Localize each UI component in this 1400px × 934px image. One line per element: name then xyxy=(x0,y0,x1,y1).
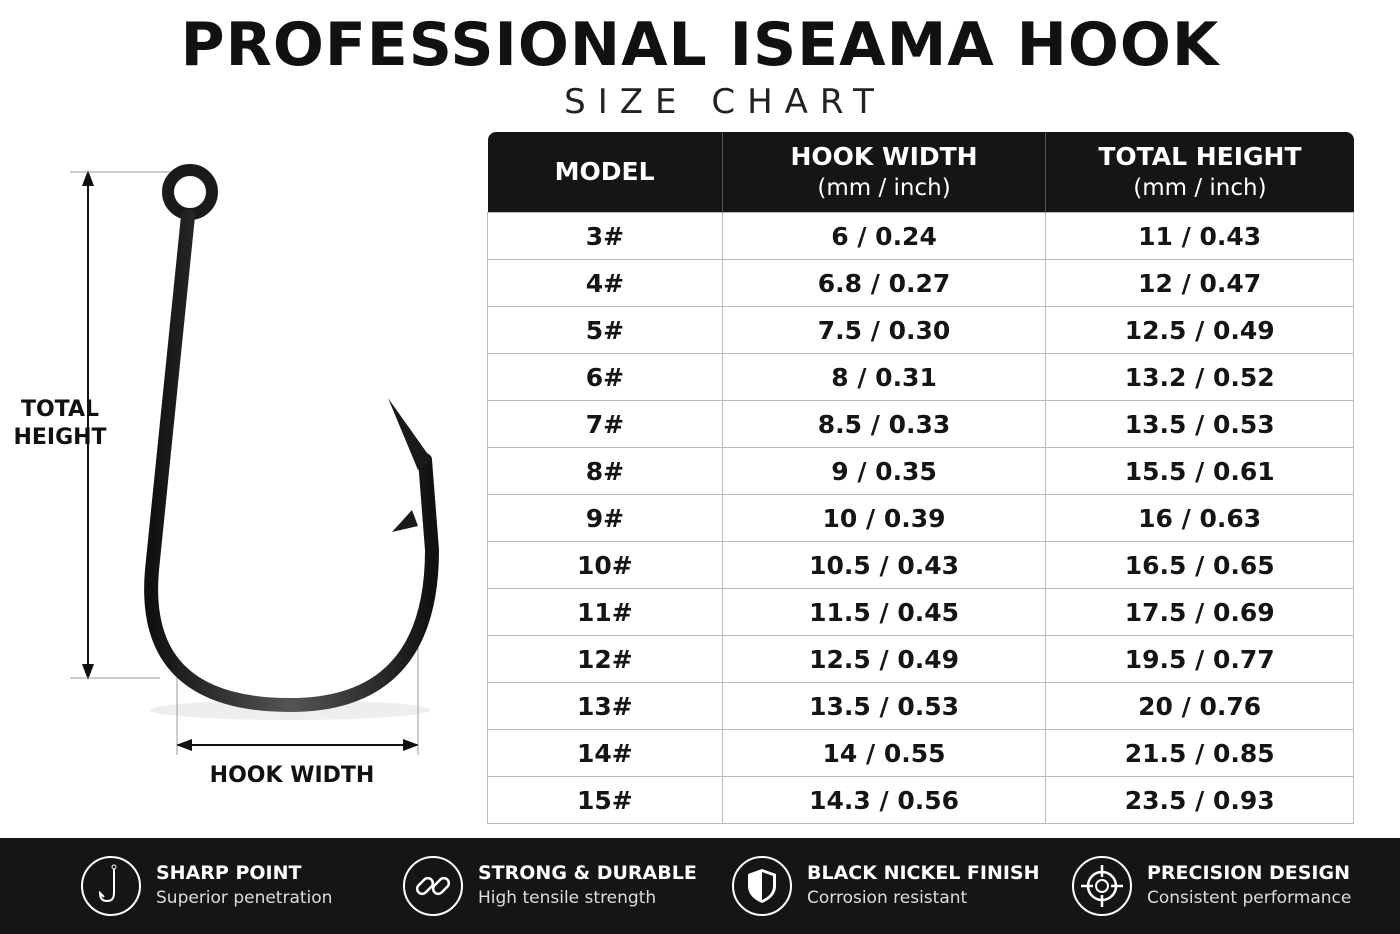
feature-text: Consistent performance xyxy=(1147,888,1352,908)
table-cell: 12 / 0.47 xyxy=(1045,259,1354,307)
header-text: HOOK WIDTH xyxy=(790,141,978,171)
label-line: HEIGHT xyxy=(13,425,107,450)
header-text: MODEL xyxy=(554,157,655,186)
table-row: 7# 8.5 / 0.33 13.5 / 0.53 xyxy=(487,400,1354,448)
column-header: HOOK WIDTH (mm / inch) xyxy=(722,132,1047,213)
table-row: 11# 11.5 / 0.45 17.5 / 0.69 xyxy=(487,588,1354,636)
icon xyxy=(1072,856,1132,916)
table-cell: 8.5 / 0.33 xyxy=(721,400,1047,448)
footer: SHARP POINT Superior penetration STRONG … xyxy=(0,838,1400,934)
table-cell: 15# xyxy=(487,776,723,824)
table-row: 9# 10 / 0.39 16 / 0.63 xyxy=(487,494,1354,542)
table-cell: 10# xyxy=(487,541,723,589)
table-cell: 6.8 / 0.27 xyxy=(721,259,1047,307)
table-cell: 12# xyxy=(487,635,723,683)
header-unit: (mm / inch) xyxy=(817,174,951,201)
table-cell: 8 / 0.31 xyxy=(721,353,1047,401)
table-cell: 11 / 0.43 xyxy=(1045,212,1354,260)
title: PROFESSIONAL ISEAMA HOOK xyxy=(180,10,1220,80)
height-label: TOTAL HEIGHT xyxy=(10,396,110,452)
header-row: MODEL HOOK WIDTH (mm / inch) TOTAL HEIGHT (m… xyxy=(487,132,1354,213)
table-cell: 20 / 0.76 xyxy=(1045,682,1354,730)
table-row: 5# 7.5 / 0.30 12.5 / 0.49 xyxy=(487,306,1354,354)
table-cell: 3# xyxy=(487,212,723,260)
label-line: TOTAL xyxy=(20,397,100,422)
feature-text: Corrosion resistant xyxy=(807,888,968,908)
size-table: MODEL HOOK WIDTH (mm / inch) TOTAL HEIGHT (m… xyxy=(487,132,1354,824)
table-cell: 16 / 0.63 xyxy=(1045,494,1354,542)
header-text: TOTAL HEIGHT xyxy=(1098,141,1302,171)
table-cell: 13.5 / 0.53 xyxy=(721,682,1047,730)
table-cell: 14 / 0.55 xyxy=(721,729,1047,777)
table-cell: 6# xyxy=(487,353,723,401)
table-cell: 11.5 / 0.45 xyxy=(721,588,1047,636)
table-row: 8# 9 / 0.35 15.5 / 0.61 xyxy=(487,447,1354,495)
table-cell: 15.5 / 0.61 xyxy=(1045,447,1354,495)
table-cell: 9 / 0.35 xyxy=(721,447,1047,495)
table-body: 3# 6 / 0.24 11 / 0.43 4# 6.8 / 0.27 12 / 0.47… xyxy=(487,212,1354,824)
icon xyxy=(732,856,792,916)
table-cell: 13.5 / 0.53 xyxy=(1045,400,1354,448)
feature-title: BLACK NICKEL FINISH xyxy=(807,862,1040,884)
table-cell: 21.5 / 0.85 xyxy=(1045,729,1354,777)
table-cell: 9# xyxy=(487,494,723,542)
header-unit: (mm / inch) xyxy=(1133,174,1267,201)
hook-diagram xyxy=(70,164,440,755)
table-row: 15# 14.3 / 0.56 23.5 / 0.93 xyxy=(487,776,1354,824)
table-cell: 6 / 0.24 xyxy=(721,212,1047,260)
table-cell: 10 / 0.39 xyxy=(721,494,1047,542)
width-label: HOOK WIDTH xyxy=(209,763,375,788)
table-row: 6# 8 / 0.31 13.2 / 0.52 xyxy=(487,353,1354,401)
table-cell: 7# xyxy=(487,400,723,448)
table-row: 13# 13.5 / 0.53 20 / 0.76 xyxy=(487,682,1354,730)
table-cell: 23.5 / 0.93 xyxy=(1045,776,1354,824)
icon xyxy=(403,856,463,916)
feature-title: SHARP POINT xyxy=(156,862,302,884)
table-cell: 13# xyxy=(487,682,723,730)
table-cell: 14.3 / 0.56 xyxy=(721,776,1047,824)
table-cell: 4# xyxy=(487,259,723,307)
icon xyxy=(81,856,141,916)
table-cell: 19.5 / 0.77 xyxy=(1045,635,1354,683)
table-cell: 7.5 / 0.30 xyxy=(721,306,1047,354)
feature-title: STRONG & DURABLE xyxy=(478,862,697,884)
feature-text: High tensile strength xyxy=(478,888,657,908)
table-cell: 13.2 / 0.52 xyxy=(1045,353,1354,401)
column-header: MODEL xyxy=(487,132,723,213)
table-cell: 8# xyxy=(487,447,723,495)
table-cell: 5# xyxy=(487,306,723,354)
table-cell: 14# xyxy=(487,729,723,777)
table-row: 10# 10.5 / 0.43 16.5 / 0.65 xyxy=(487,541,1354,589)
table-row: 4# 6.8 / 0.27 12 / 0.47 xyxy=(487,259,1354,307)
feature-text: Superior penetration xyxy=(156,888,333,908)
column-header: TOTAL HEIGHT (mm / inch) xyxy=(1045,132,1354,213)
subtitle: SIZE CHART xyxy=(564,82,886,122)
table-cell: 12.5 / 0.49 xyxy=(721,635,1047,683)
table-row: 12# 12.5 / 0.49 19.5 / 0.77 xyxy=(487,635,1354,683)
feature-title: PRECISION DESIGN xyxy=(1147,862,1350,884)
table-row: 3# 6 / 0.24 11 / 0.43 xyxy=(487,212,1354,260)
table-row: 14# 14 / 0.55 21.5 / 0.85 xyxy=(487,729,1354,777)
table-cell: 10.5 / 0.43 xyxy=(721,541,1047,589)
table-cell: 12.5 / 0.49 xyxy=(1045,306,1354,354)
table-cell: 16.5 / 0.65 xyxy=(1045,541,1354,589)
table-cell: 11# xyxy=(487,588,723,636)
table-cell: 17.5 / 0.69 xyxy=(1045,588,1354,636)
